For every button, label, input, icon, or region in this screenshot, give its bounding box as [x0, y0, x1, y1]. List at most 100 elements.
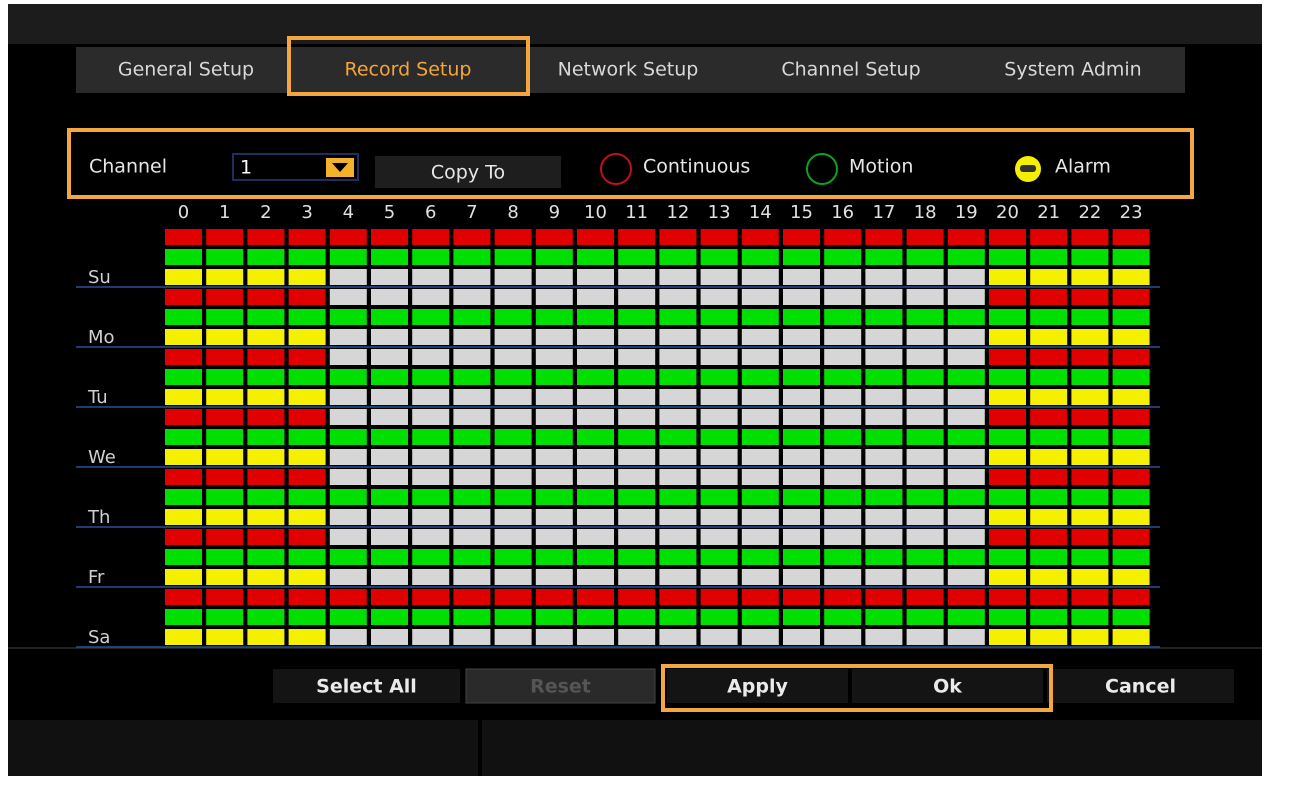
schedule-cell[interactable] [494, 629, 532, 645]
schedule-cell[interactable] [618, 609, 656, 625]
schedule-cell[interactable] [577, 249, 614, 265]
schedule-cell[interactable] [165, 269, 202, 285]
schedule-cell[interactable] [412, 609, 450, 625]
schedule-cell[interactable] [165, 409, 202, 425]
schedule-cell[interactable] [989, 429, 1026, 445]
schedule-cell[interactable] [165, 429, 202, 445]
schedule-cell[interactable] [577, 549, 614, 565]
schedule-cell[interactable] [577, 389, 614, 405]
schedule-cell[interactable] [206, 589, 244, 605]
schedule-cell[interactable] [412, 489, 450, 505]
schedule-cell[interactable] [618, 529, 656, 545]
schedule-cell[interactable] [700, 349, 738, 365]
schedule-cell[interactable] [989, 369, 1026, 385]
schedule-cell[interactable] [659, 389, 697, 405]
schedule-cell[interactable] [577, 289, 614, 305]
schedule-cell[interactable] [1071, 569, 1109, 585]
schedule-cell[interactable] [1071, 429, 1109, 445]
schedule-cell[interactable] [1071, 269, 1109, 285]
schedule-cell[interactable] [1112, 309, 1150, 325]
schedule-cell[interactable] [947, 569, 985, 585]
schedule-cell[interactable] [906, 489, 944, 505]
schedule-cell[interactable] [783, 549, 820, 565]
schedule-cell[interactable] [824, 369, 862, 385]
schedule-cell[interactable] [247, 609, 285, 625]
schedule-cell[interactable] [577, 269, 614, 285]
schedule-cell[interactable] [989, 469, 1026, 485]
schedule-cell[interactable] [659, 589, 697, 605]
schedule-cell[interactable] [329, 229, 367, 245]
schedule-cell[interactable] [494, 549, 532, 565]
schedule-cell[interactable] [412, 269, 450, 285]
schedule-cell[interactable] [535, 329, 573, 345]
schedule-cell[interactable] [1071, 629, 1109, 645]
schedule-cell[interactable] [824, 349, 862, 365]
schedule-cell[interactable] [247, 229, 285, 245]
schedule-cell[interactable] [865, 549, 903, 565]
schedule-cell[interactable] [989, 389, 1026, 405]
schedule-cell[interactable] [371, 369, 408, 385]
schedule-cell[interactable] [1071, 249, 1109, 265]
schedule-cell[interactable] [247, 349, 285, 365]
schedule-cell[interactable] [453, 569, 491, 585]
schedule-cell[interactable] [247, 409, 285, 425]
schedule-cell[interactable] [824, 569, 862, 585]
schedule-cell[interactable] [1071, 489, 1109, 505]
schedule-cell[interactable] [865, 309, 903, 325]
schedule-cell[interactable] [783, 269, 820, 285]
schedule-cell[interactable] [741, 369, 779, 385]
schedule-cell[interactable] [206, 349, 244, 365]
schedule-cell[interactable] [700, 589, 738, 605]
schedule-cell[interactable] [618, 509, 656, 525]
schedule-cell[interactable] [783, 629, 820, 645]
schedule-cell[interactable] [453, 329, 491, 345]
schedule-cell[interactable] [329, 249, 367, 265]
schedule-cell[interactable] [1112, 409, 1150, 425]
schedule-cell[interactable] [700, 489, 738, 505]
schedule-cell[interactable] [288, 629, 326, 645]
schedule-cell[interactable] [577, 629, 614, 645]
schedule-cell[interactable] [700, 549, 738, 565]
schedule-cell[interactable] [206, 249, 244, 265]
schedule-cell[interactable] [1112, 449, 1150, 465]
schedule-cell[interactable] [165, 229, 202, 245]
schedule-cell[interactable] [906, 309, 944, 325]
schedule-cell[interactable] [494, 369, 532, 385]
tab[interactable]: Record Setup [345, 59, 472, 81]
schedule-cell[interactable] [824, 489, 862, 505]
schedule-cell[interactable] [247, 549, 285, 565]
schedule-cell[interactable] [865, 529, 903, 545]
schedule-cell[interactable] [865, 629, 903, 645]
schedule-cell[interactable] [989, 449, 1026, 465]
schedule-cell[interactable] [741, 409, 779, 425]
schedule-cell[interactable] [247, 329, 285, 345]
schedule-cell[interactable] [206, 329, 244, 345]
schedule-cell[interactable] [618, 549, 656, 565]
schedule-cell[interactable] [412, 289, 450, 305]
schedule-cell[interactable] [1112, 289, 1150, 305]
schedule-cell[interactable] [535, 389, 573, 405]
schedule-cell[interactable] [700, 429, 738, 445]
schedule-cell[interactable] [906, 549, 944, 565]
schedule-cell[interactable] [618, 569, 656, 585]
schedule-cell[interactable] [412, 509, 450, 525]
schedule-cell[interactable] [206, 449, 244, 465]
schedule-cell[interactable] [906, 389, 944, 405]
schedule-cell[interactable] [659, 269, 697, 285]
schedule-cell[interactable] [700, 569, 738, 585]
schedule-cell[interactable] [412, 389, 450, 405]
schedule-cell[interactable] [741, 349, 779, 365]
schedule-cell[interactable] [865, 449, 903, 465]
schedule-cell[interactable] [206, 569, 244, 585]
schedule-cell[interactable] [700, 529, 738, 545]
schedule-cell[interactable] [577, 329, 614, 345]
schedule-cell[interactable] [865, 469, 903, 485]
schedule-cell[interactable] [1071, 409, 1109, 425]
schedule-cell[interactable] [1030, 429, 1068, 445]
schedule-cell[interactable] [618, 329, 656, 345]
schedule-cell[interactable] [618, 249, 656, 265]
schedule-cell[interactable] [453, 469, 491, 485]
schedule-cell[interactable] [165, 289, 202, 305]
schedule-cell[interactable] [206, 549, 244, 565]
schedule-cell[interactable] [412, 369, 450, 385]
